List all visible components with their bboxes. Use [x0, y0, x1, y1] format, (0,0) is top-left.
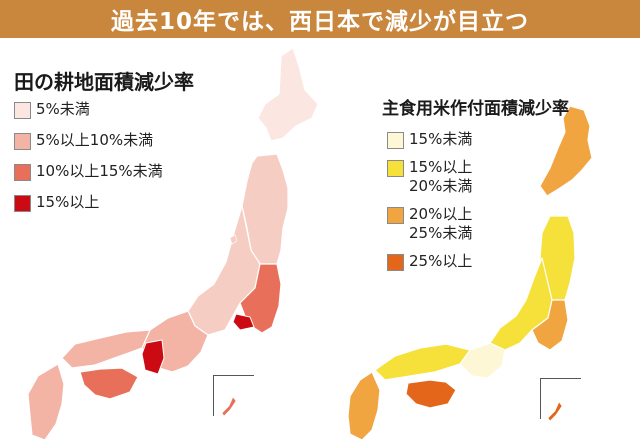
region-chugoku — [374, 343, 471, 381]
banner-title: 過去10年では、西日本で減少が目立つ — [110, 9, 529, 35]
rice-planting-map-title: 主食用米作付面積減少率 — [382, 99, 569, 119]
legend-item-under-5: 5%未満 — [14, 100, 163, 131]
legend-swatch — [387, 207, 404, 224]
legend-swatch — [14, 102, 31, 119]
legend-item-25-plus: 25%以上 — [387, 252, 472, 271]
legend-item-5-to-10: 5%以上10%未満 — [14, 131, 163, 162]
region-kanto — [239, 263, 282, 334]
region-kanto — [531, 299, 569, 351]
region-okinawa — [547, 401, 563, 422]
title-banner: 過去10年では、西日本で減少が目立つ — [0, 0, 640, 38]
legend-item-15-plus: 15%以上 — [14, 193, 163, 224]
region-shikoku — [405, 379, 457, 409]
region-okinawa — [221, 396, 237, 417]
legend-label: 15%以上 — [36, 193, 100, 211]
region-shikoku — [79, 367, 139, 400]
rice-planting-map-panel: 主食用米作付面積減少率 15%未満 15%以上 20%未満 20%以上 25%未… — [320, 38, 640, 446]
legend-swatch — [14, 164, 31, 181]
region-kansai — [459, 342, 506, 379]
region-nara — [141, 339, 165, 375]
legend-item-under-15: 15%未満 — [387, 130, 472, 149]
region-hokkaido — [257, 47, 319, 142]
rice-paddy-legend: 5%未満 5%以上10%未満 10%以上15%未満 15%以上 — [14, 100, 163, 224]
legend-label: 25%以上 — [409, 252, 473, 270]
legend-swatch — [387, 132, 404, 149]
rice-paddy-map-panel: 田の耕地面積減少率 5%未満 5%以上10%未満 10%以上15%未満 15%以… — [0, 38, 320, 446]
region-tokyo — [232, 313, 255, 331]
legend-item-10-to-15: 10%以上15%未満 — [14, 162, 163, 193]
rice-paddy-map-title: 田の耕地面積減少率 — [14, 70, 194, 94]
legend-label: 10%以上15%未満 — [36, 162, 163, 180]
rice-planting-legend: 15%未満 15%以上 20%未満 20%以上 25%未満 25%以上 — [387, 130, 472, 280]
region-kyushu — [347, 371, 381, 441]
rice-paddy-japan-map — [27, 47, 319, 441]
okinawa-inset-frame — [213, 375, 254, 416]
rice-planting-japan-map — [347, 105, 593, 441]
region-hokkaido — [539, 105, 593, 197]
region-kyushu — [27, 363, 65, 441]
legend-label: 20%以上 25%未満 — [409, 205, 473, 242]
legend-swatch — [14, 133, 31, 150]
region-sado-island — [229, 234, 238, 245]
legend-label: 5%以上10%未満 — [36, 131, 154, 149]
legend-item-20-to-25: 20%以上 25%未満 — [387, 205, 472, 243]
legend-label: 5%未満 — [36, 100, 90, 118]
legend-swatch — [14, 195, 31, 212]
legend-label: 15%未満 — [409, 130, 473, 148]
region-chugoku — [61, 329, 151, 369]
legend-swatch — [387, 160, 404, 177]
legend-item-15-to-20: 15%以上 20%未満 — [387, 158, 472, 196]
legend-swatch — [387, 254, 404, 271]
okinawa-inset-frame — [540, 378, 581, 419]
legend-label: 15%以上 20%未満 — [409, 158, 473, 195]
